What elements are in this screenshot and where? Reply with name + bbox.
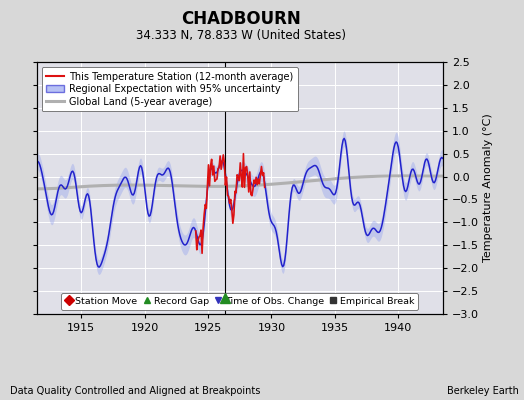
Text: Berkeley Earth: Berkeley Earth: [447, 386, 519, 396]
Y-axis label: Temperature Anomaly (°C): Temperature Anomaly (°C): [483, 114, 493, 262]
Text: Data Quality Controlled and Aligned at Breakpoints: Data Quality Controlled and Aligned at B…: [10, 386, 261, 396]
Text: CHADBOURN: CHADBOURN: [181, 10, 301, 28]
Text: 34.333 N, 78.833 W (United States): 34.333 N, 78.833 W (United States): [136, 29, 346, 42]
Legend: Station Move, Record Gap, Time of Obs. Change, Empirical Break: Station Move, Record Gap, Time of Obs. C…: [61, 293, 418, 310]
